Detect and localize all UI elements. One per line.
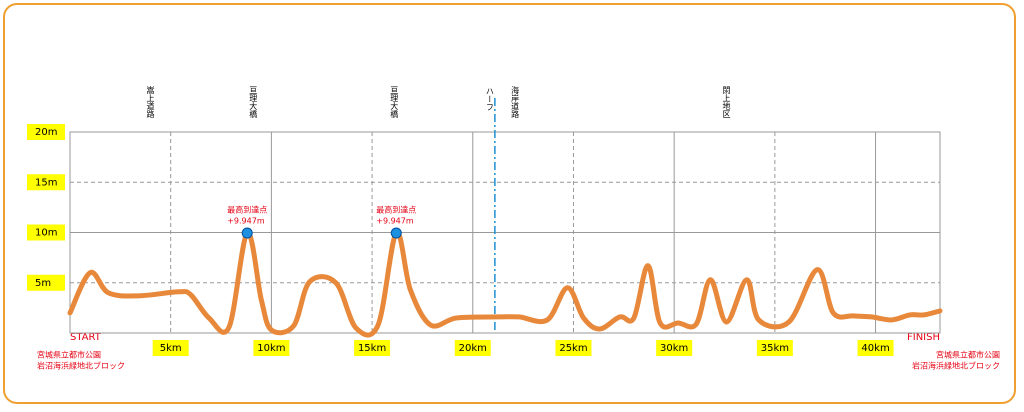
annotation: 亘理大橋 [390, 86, 399, 119]
annotation: 嵩上道路 [146, 86, 155, 118]
x-tick-box [152, 340, 189, 356]
x-tick-label: 15km [358, 343, 386, 354]
peak-label: 最高到達点 [376, 205, 416, 215]
peak-value: +9.947m [227, 217, 265, 226]
peak-marker [241, 227, 253, 239]
x-tick-box [454, 340, 491, 356]
half-label: ハーフ [485, 87, 494, 111]
y-tick-box [27, 124, 65, 140]
x-tick-box [756, 340, 793, 356]
y-tick-box [27, 174, 65, 191]
x-tick-box [857, 340, 894, 356]
y-tick-label: 20m [35, 127, 57, 138]
peak-label: 最高到達点 [227, 205, 267, 215]
x-tick-box [656, 340, 693, 356]
start-label: START [70, 332, 102, 343]
annotation: 閖上地区 [722, 86, 731, 118]
y-tick-box [27, 224, 65, 241]
x-tick-box [555, 340, 592, 356]
peak-value: +9.947m [376, 217, 414, 226]
x-tick-label: 5km [160, 343, 182, 354]
start-place: 宮城県立都市公園 [37, 350, 101, 360]
finish-label: FINISH [907, 332, 940, 343]
x-tick-box [253, 340, 290, 356]
y-tick-label: 10m [35, 228, 57, 239]
y-tick-label: 5m [35, 278, 51, 289]
start-place: 岩沼海浜緑地北ブロック [37, 361, 125, 371]
x-tick-label: 40km [861, 343, 889, 354]
elevation-line [67, 230, 943, 338]
y-tick-label: 15m [35, 177, 57, 188]
peak-marker [390, 227, 402, 239]
x-tick-label: 20km [459, 343, 487, 354]
x-tick-label: 35km [761, 343, 789, 354]
x-tick-label: 25km [559, 343, 587, 354]
x-tick-box [354, 340, 391, 356]
annotation: 亘理大橋 [249, 86, 258, 119]
frame [3, 3, 1016, 404]
x-tick-label: 10km [257, 343, 285, 354]
y-tick-box [27, 274, 65, 291]
x-tick-label: 30km [660, 343, 688, 354]
annotation: 海岸道路 [511, 85, 520, 118]
finish-place: 岩沼海浜緑地北ブロック [912, 361, 1000, 371]
finish-place: 宮城県立都市公園 [936, 350, 1000, 360]
